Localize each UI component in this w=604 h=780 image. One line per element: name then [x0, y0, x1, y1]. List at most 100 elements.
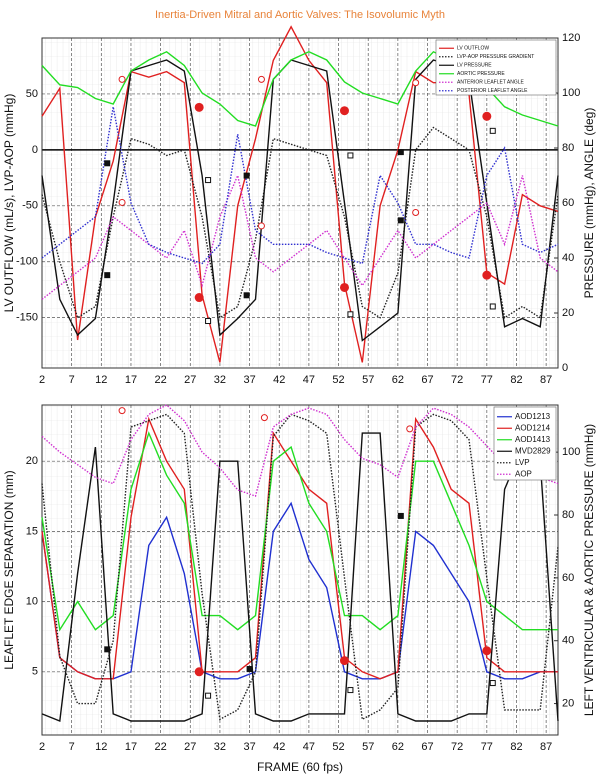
- legend-label: AOP: [515, 469, 532, 478]
- marker: [243, 172, 250, 179]
- marker: [347, 311, 354, 318]
- marker: [104, 160, 111, 167]
- y-tick-label: -50: [22, 200, 38, 212]
- y-axis-label: LEAFLET EDGE SEPARATION (mm): [2, 470, 16, 669]
- y-tick-label: -100: [16, 256, 38, 268]
- x-tick-label: 82: [510, 374, 522, 386]
- y-tick-label: 15: [26, 525, 38, 537]
- legend-label: POSTERIOR LEAFLET ANGLE: [457, 88, 528, 94]
- marker: [482, 646, 492, 656]
- marker: [489, 127, 496, 134]
- marker: [118, 407, 126, 415]
- y-tick-label: 20: [26, 455, 38, 467]
- marker: [194, 102, 204, 112]
- x-tick-label: 52: [332, 741, 344, 753]
- x-tick-label: 72: [451, 741, 463, 753]
- legend-label: LV PRESSURE: [457, 63, 492, 69]
- x-tick-label: 47: [303, 374, 315, 386]
- y-tick-label: 10: [26, 596, 38, 608]
- marker: [257, 75, 265, 83]
- marker: [406, 425, 414, 433]
- y2-tick-label: 40: [562, 635, 574, 647]
- x-tick-label: 67: [421, 741, 433, 753]
- legend-box: [493, 406, 557, 481]
- y2-tick-label: 120: [562, 32, 580, 44]
- marker: [482, 111, 492, 121]
- x-tick-label: 2: [39, 741, 45, 753]
- x-tick-label: 42: [273, 374, 285, 386]
- series-line: [41, 432, 559, 722]
- marker: [482, 270, 492, 280]
- series-line: [41, 25, 559, 363]
- x-tick-label: 2: [39, 374, 45, 386]
- marker: [489, 303, 496, 310]
- legend-label: ANTERIOR LEAFLET ANGLE: [457, 80, 525, 86]
- marker: [412, 209, 420, 217]
- marker: [339, 106, 349, 116]
- marker: [412, 79, 420, 87]
- x-tick-label: 77: [481, 374, 493, 386]
- y2-axis-label: LEFT VENTRICULAR & AORTIC PRESSURE (mmHg…: [582, 424, 596, 716]
- x-tick-label: 62: [392, 741, 404, 753]
- plot-frame: [41, 404, 559, 736]
- marker: [205, 177, 212, 184]
- legend-label: LVP: [515, 458, 530, 467]
- legend-box: [435, 39, 557, 96]
- marker: [205, 318, 212, 325]
- series-line: [41, 173, 559, 300]
- x-tick-label: 67: [421, 374, 433, 386]
- marker: [246, 666, 253, 672]
- marker: [339, 282, 349, 292]
- x-tick-label: 87: [540, 374, 552, 386]
- series-line: [41, 404, 559, 498]
- series-line: [41, 126, 559, 319]
- y-tick-label: 50: [26, 88, 38, 100]
- marker: [397, 217, 404, 224]
- marker: [104, 272, 111, 279]
- x-tick-label: 17: [125, 741, 137, 753]
- y-tick-label: 5: [32, 666, 38, 678]
- marker: [397, 512, 404, 519]
- marker: [347, 687, 354, 694]
- y2-tick-label: 0: [562, 362, 568, 374]
- series-line: [41, 106, 559, 265]
- chart-title: Inertia-Driven Mitral and Aortic Valves:…: [155, 9, 445, 21]
- series-line: [41, 59, 559, 342]
- x-tick-label: 82: [510, 741, 522, 753]
- marker: [194, 293, 204, 303]
- marker: [205, 692, 212, 699]
- plot-frame: [41, 37, 559, 369]
- x-tick-label: 27: [184, 374, 196, 386]
- legend-label: LVP-AOP PRESSURE GRADIENT: [457, 54, 534, 60]
- x-tick-label: 7: [69, 741, 75, 753]
- y-tick-label: 0: [32, 144, 38, 156]
- x-tick-label: 77: [481, 741, 493, 753]
- marker: [339, 656, 349, 666]
- x-tick-label: 22: [154, 741, 166, 753]
- y2-tick-label: 100: [562, 446, 580, 458]
- marker: [243, 292, 250, 299]
- legend-label: MVD2829: [515, 446, 551, 455]
- y2-tick-label: 20: [562, 697, 574, 709]
- x-tick-label: 32: [214, 374, 226, 386]
- x-axis-label: FRAME (60 fps): [257, 760, 343, 774]
- x-tick-label: 32: [214, 741, 226, 753]
- marker: [260, 414, 268, 422]
- y-axis-label: LV OUTFLOW (mL/s), LVP-AOP (mmHg): [2, 94, 16, 313]
- y2-tick-label: 20: [562, 307, 574, 319]
- marker: [104, 646, 111, 653]
- series-line: [41, 413, 559, 721]
- y2-tick-label: 80: [562, 509, 574, 521]
- x-tick-label: 37: [243, 741, 255, 753]
- marker: [397, 149, 404, 156]
- x-tick-label: 42: [273, 741, 285, 753]
- x-tick-label: 37: [243, 374, 255, 386]
- legend-label: AOD1214: [515, 423, 551, 432]
- marker: [347, 152, 354, 159]
- series-line: [41, 431, 558, 632]
- series-line: [41, 501, 558, 680]
- x-tick-label: 7: [69, 374, 75, 386]
- x-tick-label: 62: [392, 374, 404, 386]
- marker: [118, 198, 126, 206]
